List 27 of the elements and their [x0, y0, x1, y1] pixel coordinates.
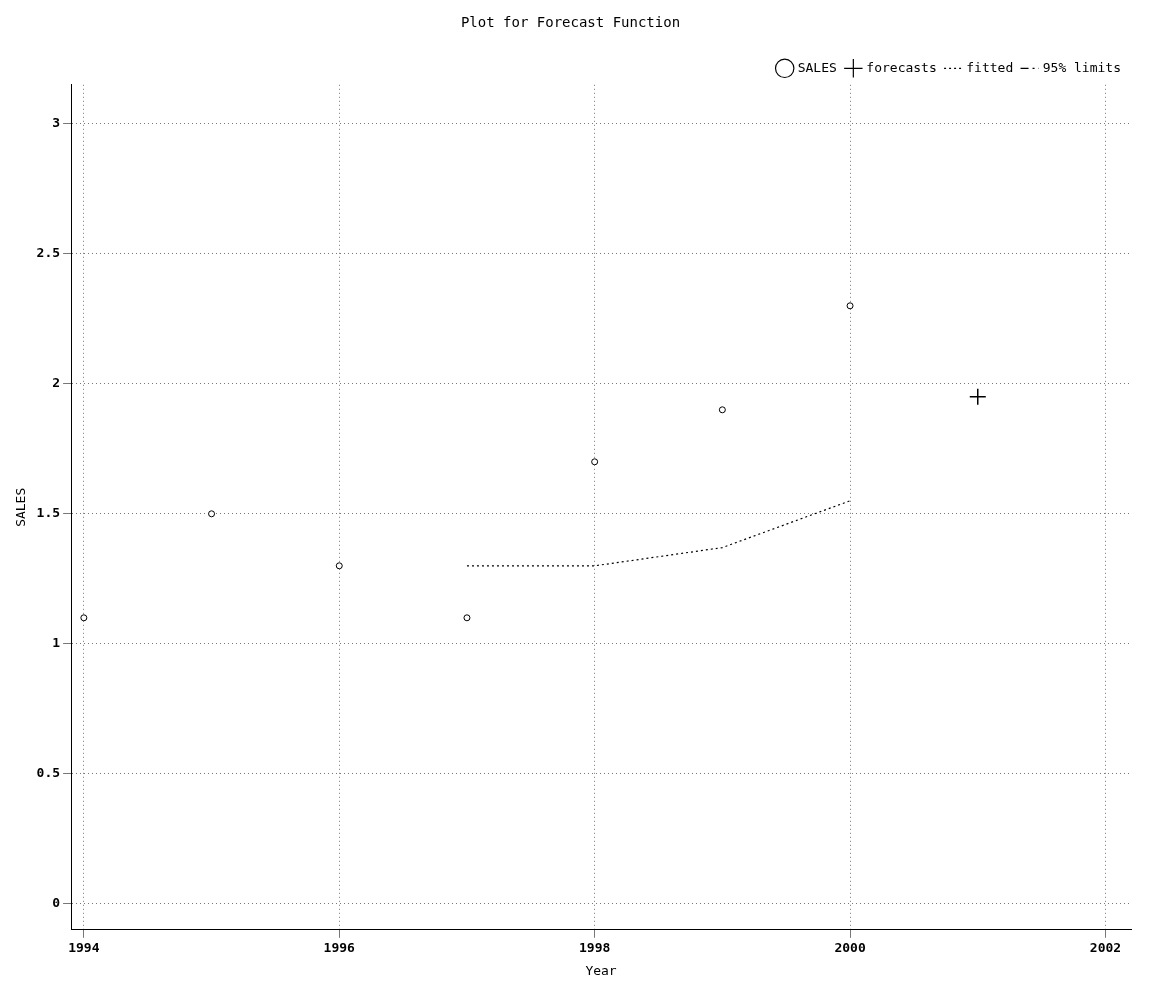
- point: [463, 614, 471, 622]
- legend-label: SALES: [797, 59, 837, 75]
- y-tick-label: 3: [52, 115, 61, 131]
- y-tick-label: 1: [52, 635, 61, 651]
- point: [846, 302, 854, 310]
- point: [208, 510, 216, 518]
- x-tick-label: 2000: [834, 939, 866, 955]
- point: [969, 388, 987, 406]
- legend-label: 95% limits: [1042, 59, 1122, 75]
- point: [80, 614, 88, 622]
- legend-label: fitted: [966, 59, 1014, 75]
- point: [718, 406, 726, 414]
- y-axis-title: SALES: [13, 487, 29, 527]
- x-tick-label: 1996: [323, 939, 356, 955]
- y-tick-label: 2: [52, 375, 61, 391]
- x-tick-label: 1994: [68, 939, 100, 955]
- y-tick-label: 2.5: [36, 245, 61, 261]
- x-axis-title: Year: [585, 962, 617, 978]
- y-tick-label: 1.5: [36, 505, 61, 521]
- y-tick-label: 0.5: [36, 765, 61, 781]
- y-tick-label: 0: [52, 895, 61, 911]
- x-tick-label: 1998: [579, 939, 611, 955]
- point: [591, 458, 599, 466]
- point: [335, 562, 343, 570]
- x-tick-label: 2002: [1089, 939, 1122, 955]
- legend-label: forecasts: [866, 59, 937, 75]
- chart-title: Plot for Forecast Function: [460, 14, 681, 31]
